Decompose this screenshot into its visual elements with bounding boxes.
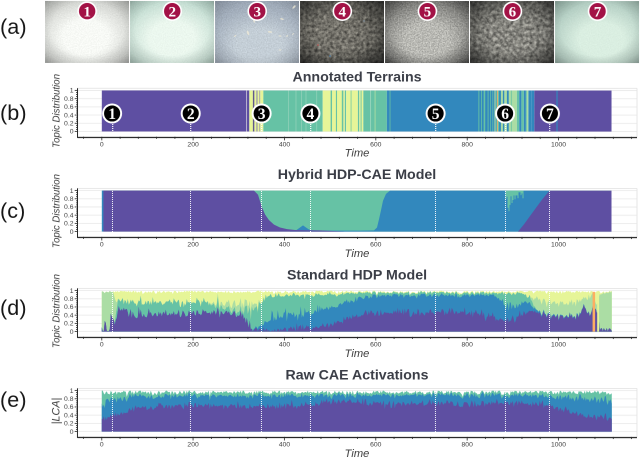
svg-text:1: 1 [83,4,91,20]
svg-text:0.8: 0.8 [64,96,74,103]
svg-text:Hybrid HDP-CAE Model: Hybrid HDP-CAE Model [278,167,436,183]
svg-text:1000: 1000 [551,241,566,248]
svg-text:4: 4 [339,4,347,20]
svg-text:0.2: 0.2 [64,120,74,127]
svg-text:800: 800 [462,341,474,348]
svg-text:1: 1 [108,106,116,123]
svg-text:400: 400 [279,241,291,248]
svg-text:0.6: 0.6 [64,204,74,211]
svg-text:Topic Distribution: Topic Distribution [51,74,62,148]
svg-text:0.8: 0.8 [64,396,74,403]
svg-text:7: 7 [594,4,602,20]
svg-text:600: 600 [370,241,382,248]
svg-text:Time: Time [345,248,370,260]
svg-text:Topic Distribution: Topic Distribution [51,174,62,248]
svg-text:800: 800 [462,141,474,148]
svg-text:Standard HDP Model: Standard HDP Model [287,267,427,283]
svg-text:2: 2 [187,106,195,123]
svg-text:1: 1 [70,288,74,295]
svg-text:0: 0 [100,441,104,448]
svg-text:0.4: 0.4 [64,212,74,219]
svg-text:1: 1 [70,388,74,395]
svg-text:0.2: 0.2 [64,321,74,328]
svg-text:200: 200 [187,141,199,148]
svg-text:0.8: 0.8 [64,296,74,303]
svg-text:Time: Time [345,348,370,360]
svg-text:200: 200 [187,241,199,248]
svg-text:3: 3 [253,4,261,20]
svg-text:0.4: 0.4 [64,312,74,319]
svg-text:200: 200 [187,441,199,448]
svg-text:1000: 1000 [551,341,566,348]
svg-text:600: 600 [370,141,382,148]
svg-text:0: 0 [70,329,74,336]
svg-text:Time: Time [345,148,370,160]
svg-text:0.6: 0.6 [64,404,74,411]
svg-text:Time: Time [345,448,370,458]
svg-text:6: 6 [501,106,509,123]
svg-text:800: 800 [461,441,473,448]
svg-text:600: 600 [370,441,382,448]
svg-text:400: 400 [279,441,291,448]
svg-text:5: 5 [432,106,440,123]
svg-text:400: 400 [279,341,291,348]
svg-text:400: 400 [279,141,291,148]
svg-text:0.6: 0.6 [64,104,74,111]
svg-text:0.4: 0.4 [64,112,74,119]
svg-text:0.8: 0.8 [64,196,74,203]
svg-text:1: 1 [70,88,74,95]
svg-text:2: 2 [168,4,176,20]
svg-text:1: 1 [70,188,74,195]
svg-text:0: 0 [70,229,74,236]
svg-text:Raw CAE Activations: Raw CAE Activations [285,367,428,383]
svg-text:Topic Distribution: Topic Distribution [51,274,62,348]
svg-text:Annotated Terrains: Annotated Terrains [293,70,422,86]
svg-text:800: 800 [462,241,474,248]
svg-text:600: 600 [370,341,382,348]
svg-text:200: 200 [187,341,199,348]
svg-text:0: 0 [70,429,74,436]
svg-text:0: 0 [70,129,74,136]
svg-text:0.4: 0.4 [64,412,74,419]
svg-text:0: 0 [100,341,104,348]
svg-text:5: 5 [424,4,432,20]
svg-text:0.2: 0.2 [64,221,74,228]
svg-text:1000: 1000 [551,441,566,448]
svg-text:6: 6 [509,4,517,20]
svg-text:4: 4 [307,106,315,123]
svg-text:1000: 1000 [551,141,566,148]
svg-text:0.6: 0.6 [64,304,74,311]
svg-text:0.2: 0.2 [64,421,74,428]
svg-text:|LCA|: |LCA| [50,398,62,425]
svg-text:0: 0 [100,241,104,248]
svg-text:7: 7 [546,106,554,123]
svg-text:0: 0 [100,141,104,148]
svg-text:3: 3 [258,106,266,123]
